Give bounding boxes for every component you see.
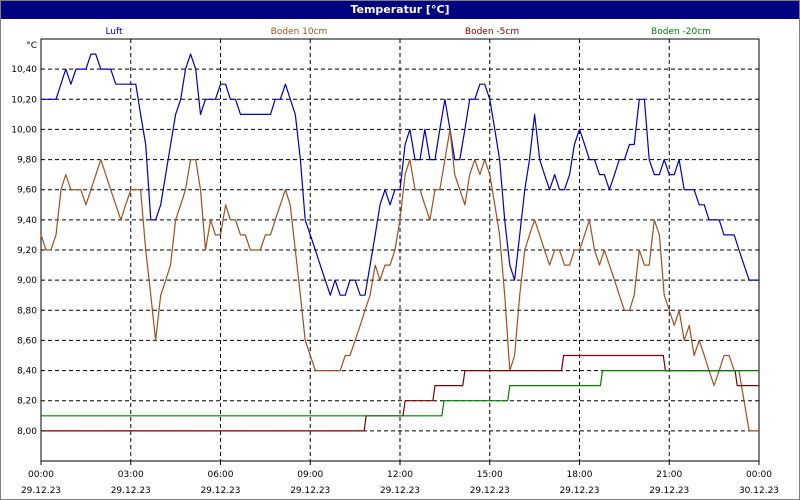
x-tick-time: 21:00	[656, 470, 682, 480]
y-tick-label: 10,00	[11, 125, 37, 135]
y-tick-label: 9,40	[17, 216, 37, 226]
legend: Luft Boden 10cm Boden -5cm Boden -20cm	[105, 27, 711, 37]
y-tick-label: 8,00	[17, 427, 37, 437]
y-tick-label: 8,60	[17, 336, 37, 346]
legend-item: Luft	[105, 27, 123, 37]
y-axis: 10,40 10,20 10,00 9,80 9,60 9,40 9,20 9,00 8,80 8…	[11, 41, 37, 437]
legend-item: Boden -20cm	[651, 27, 711, 37]
y-tick-label: 9,20	[17, 246, 37, 256]
x-tick-date: 29.12.23	[559, 486, 599, 496]
y-tick-label: 10,20	[11, 95, 37, 105]
x-tick-date: 30.12.23	[739, 486, 779, 496]
temperature-chart: 10,40 10,20 10,00 9,80 9,60 9,40 9,20 9,00 8,80 8…	[11, 27, 779, 496]
y-tick-label: 10,40	[11, 65, 37, 75]
window-title: Temperatur [°C]	[1, 1, 799, 19]
x-tick-time: 18:00	[567, 470, 593, 480]
legend-item: Boden 10cm	[271, 27, 328, 37]
x-tick-time: 15:00	[477, 470, 503, 480]
series-lines	[40, 53, 759, 432]
series-line	[41, 53, 759, 296]
x-tick-date: 29.12.23	[290, 486, 330, 496]
legend-item: Boden -5cm	[465, 27, 519, 37]
x-tick-time: 00:00	[28, 470, 54, 480]
x-axis: 00:00 29.12.23 03:00 29.12.23 06:00 29.12.23 0…	[21, 461, 779, 496]
x-tick-date: 29.12.23	[21, 486, 61, 496]
y-tick-label: 8,80	[17, 306, 37, 316]
series-line	[41, 370, 759, 417]
x-tick-date: 29.12.23	[470, 486, 510, 496]
x-tick-date: 29.12.23	[200, 486, 240, 496]
x-tick-time: 03:00	[118, 470, 144, 480]
y-tick-label: 9,00	[17, 276, 37, 286]
x-tick-date: 29.12.23	[380, 486, 420, 496]
y-tick-label: 8,40	[17, 367, 37, 377]
x-tick-date: 29.12.23	[649, 486, 689, 496]
y-tick-label: 8,20	[17, 397, 37, 407]
y-axis-unit: °C	[26, 41, 37, 51]
y-tick-label: 9,60	[17, 186, 37, 196]
x-tick-time: 00:00	[746, 470, 772, 480]
x-tick-time: 12:00	[387, 470, 413, 480]
x-tick-time: 09:00	[297, 470, 323, 480]
x-tick-date: 29.12.23	[111, 486, 151, 496]
y-tick-label: 9,80	[17, 156, 37, 166]
x-tick-time: 06:00	[208, 470, 234, 480]
series-line	[40, 128, 759, 432]
